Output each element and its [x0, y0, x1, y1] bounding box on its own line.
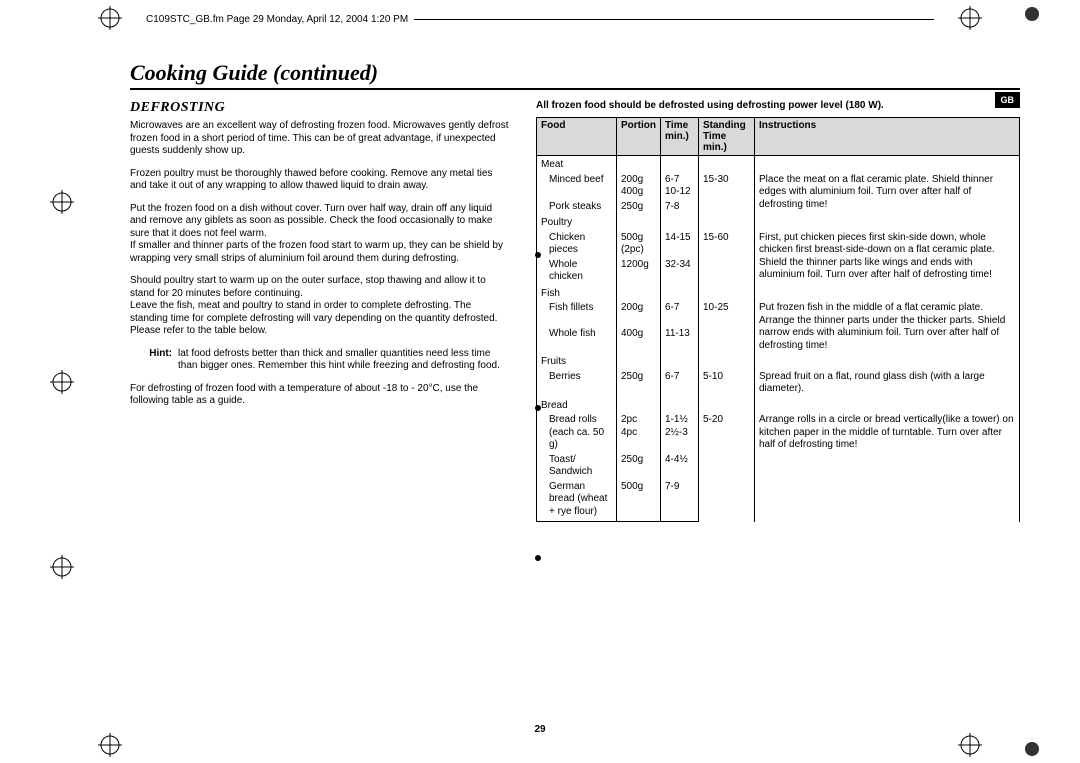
food-group: Bread — [537, 397, 617, 414]
cell-time: 11-13 — [661, 327, 699, 353]
th-standing: StandingTime min.) — [699, 118, 755, 156]
food-group: Fruits — [537, 353, 617, 370]
language-badge: GB — [995, 92, 1021, 108]
cell-time: 32-34 — [661, 258, 699, 285]
table-note: All frozen food should be defrosted usin… — [536, 100, 1020, 111]
th-instructions: Instructions — [755, 118, 1020, 156]
page-title: Cooking Guide (continued) — [130, 60, 1020, 90]
color-dot-bottom — [1024, 741, 1040, 757]
cell-food: Fish fillets — [537, 301, 617, 327]
cell-food: Chicken pieces — [537, 231, 617, 258]
cell-standing: 10-25 — [699, 301, 755, 353]
cell-time: 6-7 — [661, 370, 699, 397]
cell-portion: 2pc4pc — [617, 413, 661, 453]
paragraph: For defrosting of frozen food with a tem… — [130, 383, 510, 408]
cell-portion: 500g — [617, 480, 661, 522]
crop-mark-left-3 — [50, 555, 74, 579]
cell-food: Whole fish — [537, 327, 617, 353]
paragraph: If smaller and thinner parts of the froz… — [130, 240, 510, 265]
th-portion: Portion — [617, 118, 661, 156]
page-number: 29 — [534, 724, 545, 735]
crop-mark-left-1 — [50, 190, 74, 214]
paragraph: Should poultry start to warm up on the o… — [130, 275, 510, 300]
section-heading: DEFROSTING — [130, 100, 510, 116]
cell-food: Whole chicken — [537, 258, 617, 285]
hint-text: lat food defrosts better than thick and … — [178, 348, 510, 373]
cell-food: Bread rolls (each ca. 50 g) — [537, 413, 617, 453]
cell-food: German bread (wheat + rye flour) — [537, 480, 617, 522]
cell-time: 7-9 — [661, 480, 699, 522]
cell-instructions: First, put chicken pieces first skin-sid… — [755, 231, 1020, 285]
cell-food: Berries — [537, 370, 617, 397]
page-content: Cooking Guide (continued) DEFROSTING Mic… — [130, 60, 1020, 733]
cell-portion: 250g — [617, 200, 661, 215]
cell-instructions: Put frozen fish in the middle of a flat … — [755, 301, 1020, 353]
header-filename-line: C109STC_GB.fm Page 29 Monday, April 12, … — [60, 14, 1020, 25]
cell-time: 1-1½2½-3 — [661, 413, 699, 453]
color-dot-top — [1024, 6, 1040, 22]
food-group: Meat — [537, 156, 617, 173]
cell-portion: 250g — [617, 370, 661, 397]
paragraph: Put the frozen food on a dish without co… — [130, 203, 510, 241]
cell-portion: 250g — [617, 453, 661, 480]
cell-time: 6-710-12 — [661, 173, 699, 200]
cell-time: 4-4½ — [661, 453, 699, 480]
food-group: Poultry — [537, 214, 617, 231]
hint-label: Hint: — [130, 348, 172, 373]
cell-time: 7-8 — [661, 200, 699, 215]
cell-time: 6-7 — [661, 301, 699, 327]
cell-food: Minced beef — [537, 173, 617, 200]
cell-standing: 15-60 — [699, 231, 755, 285]
header-filename-text: C109STC_GB.fm Page 29 Monday, April 12, … — [146, 14, 408, 25]
cell-portion: 1200g — [617, 258, 661, 285]
paragraph: Microwaves are an excellent way of defro… — [130, 120, 510, 158]
cell-instructions: Arrange rolls in a circle or bread verti… — [755, 413, 1020, 522]
cell-food: Pork steaks — [537, 200, 617, 215]
crop-mark-bottom-right — [958, 733, 982, 757]
cell-instructions: Spread fruit on a flat, round glass dish… — [755, 370, 1020, 397]
left-column: DEFROSTING Microwaves are an excellent w… — [130, 100, 510, 522]
cell-portion: 500g(2pc) — [617, 231, 661, 258]
hint-row: Hint: lat food defrosts better than thic… — [130, 348, 510, 373]
right-column: GB All frozen food should be defrosted u… — [536, 100, 1020, 522]
crop-mark-left-2 — [50, 370, 74, 394]
th-food: Food — [537, 118, 617, 156]
cell-standing: 5-10 — [699, 370, 755, 397]
cell-portion: 200g — [617, 301, 661, 327]
food-group: Fish — [537, 285, 617, 302]
th-time: Timemin.) — [661, 118, 699, 156]
defrosting-table: Food Portion Timemin.) StandingTime min.… — [536, 117, 1020, 522]
crop-mark-bottom-left — [98, 733, 122, 757]
cell-portion: 400g — [617, 327, 661, 353]
cell-instructions: Place the meat on a flat ceramic plate. … — [755, 173, 1020, 215]
paragraph: Leave the fish, meat and poultry to stan… — [130, 300, 510, 338]
cell-standing: 5-20 — [699, 413, 755, 522]
cell-portion: 200g400g — [617, 173, 661, 200]
paragraph: Frozen poultry must be thoroughly thawed… — [130, 168, 510, 193]
cell-standing: 15-30 — [699, 173, 755, 215]
cell-food: Toast/ Sandwich — [537, 453, 617, 480]
cell-time: 14-15 — [661, 231, 699, 258]
